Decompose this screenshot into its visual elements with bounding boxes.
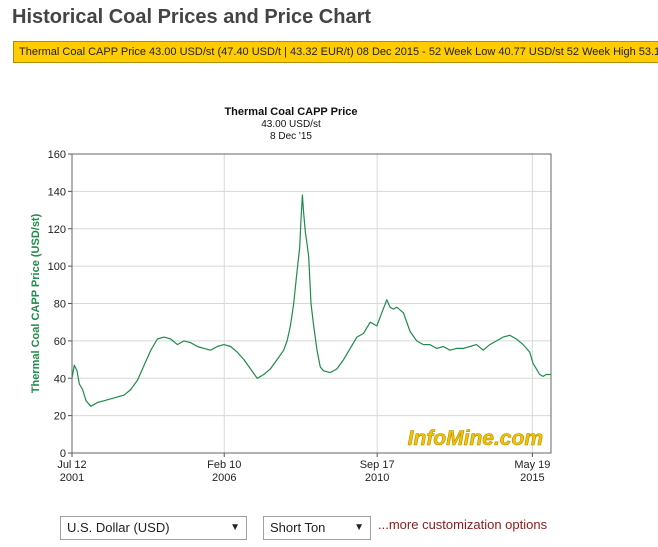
y-axis-label: Thermal Coal CAPP Price (USD/st): [30, 213, 42, 393]
x-tick-year-label: 2006: [212, 472, 236, 484]
y-tick-label: 60: [54, 336, 66, 348]
y-tick-label: 0: [60, 448, 66, 460]
y-tick-label: 100: [48, 261, 66, 273]
plot-border: [71, 153, 552, 454]
x-tick-label: Feb 10: [207, 459, 241, 471]
chevron-down-icon: ▼: [230, 522, 240, 533]
x-tick-label: Sep 17: [360, 459, 395, 471]
infomine-watermark: InfoMine.com: [408, 427, 543, 450]
x-tick-year-label: 2001: [60, 472, 84, 484]
chart-subtitle-price: 43.00 USD/st: [261, 119, 321, 130]
y-tick-label: 40: [54, 373, 66, 385]
unit-select-value: Short Ton: [270, 520, 326, 535]
price-series-line: [71, 194, 551, 407]
currency-select[interactable]: U.S. Dollar (USD) ▼: [60, 516, 247, 540]
page-title: Historical Coal Prices and Price Chart: [12, 6, 372, 28]
unit-select[interactable]: Short Ton ▼: [263, 516, 371, 540]
y-tick-label: 140: [48, 186, 66, 198]
x-tick-label: Jul 12: [57, 459, 86, 471]
price-ticker-bar: Thermal Coal CAPP Price 43.00 USD/st (47…: [13, 41, 658, 63]
x-tick-year-label: 2010: [365, 472, 389, 484]
chart-title: Thermal Coal CAPP Price: [224, 106, 357, 118]
more-customization-link[interactable]: ...more customization options: [378, 517, 548, 532]
y-tick-label: 160: [48, 149, 66, 161]
x-tick-year-label: 2015: [520, 472, 544, 484]
chevron-down-icon: ▼: [354, 522, 364, 533]
y-tick-label: 20: [54, 411, 66, 423]
chart-subtitle-date: 8 Dec '15: [270, 131, 312, 142]
currency-select-value: U.S. Dollar (USD): [67, 520, 170, 535]
y-tick-label: 120: [48, 224, 66, 236]
y-tick-label: 80: [54, 299, 66, 311]
x-tick-label: May 19: [514, 459, 550, 471]
